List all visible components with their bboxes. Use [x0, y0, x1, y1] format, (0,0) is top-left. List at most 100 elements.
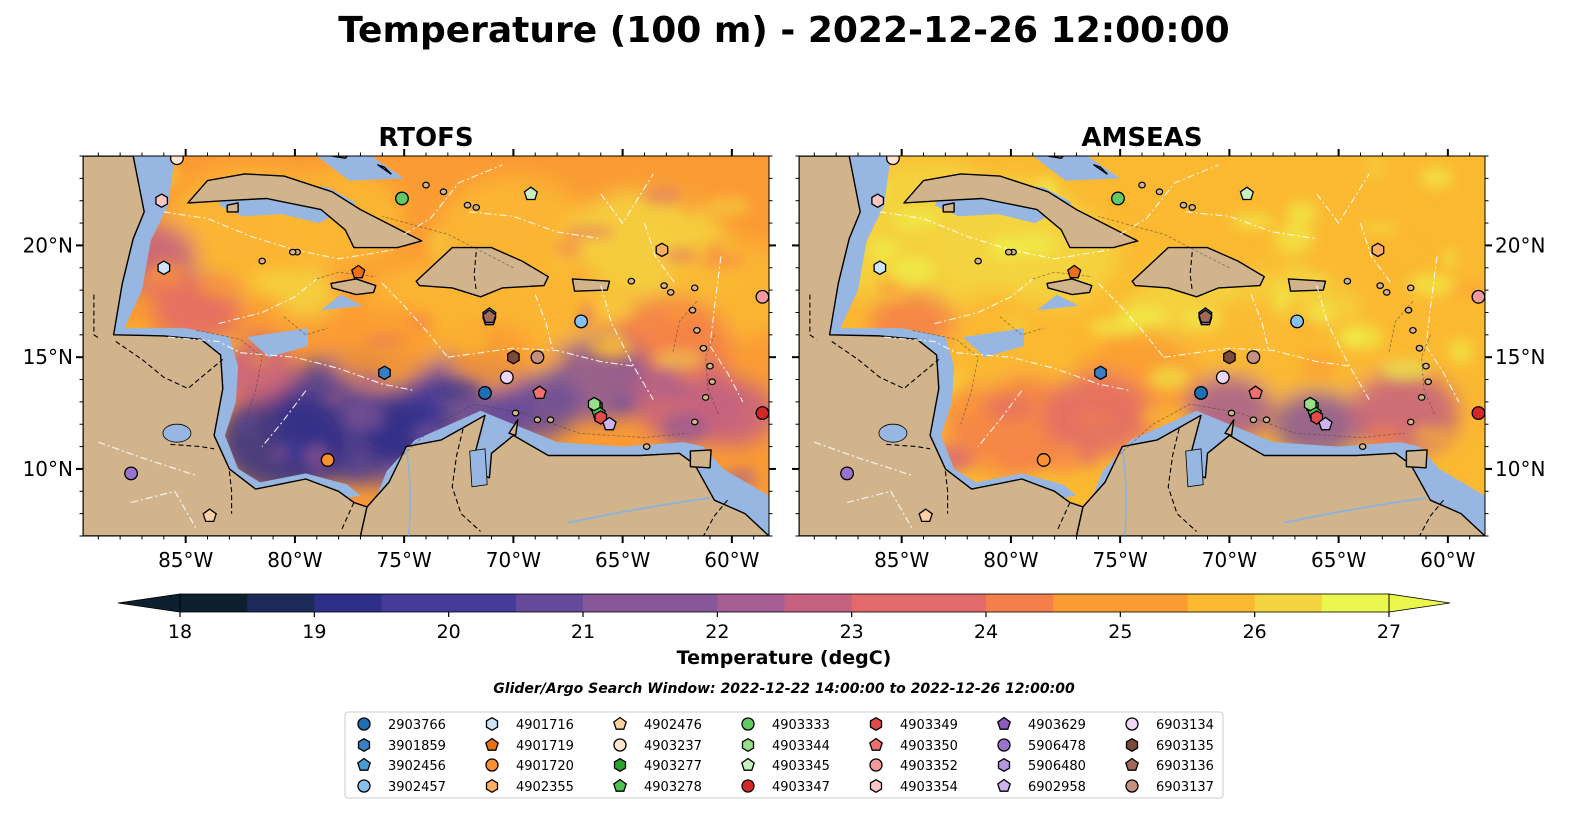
- eddy: [323, 394, 344, 404]
- eddy: [1231, 213, 1275, 230]
- lake-nicaragua: [878, 423, 908, 443]
- float-marker-4903352: [1471, 289, 1485, 304]
- land-mass: [1405, 449, 1428, 469]
- island: [463, 201, 472, 209]
- float-marker-4903333: [395, 191, 409, 206]
- bathymetry-line: [1388, 301, 1414, 353]
- legend-entry-4901716: 4901716: [485, 716, 574, 733]
- island: [1404, 306, 1413, 314]
- legend-label: 4901719: [516, 739, 574, 754]
- country-border: [831, 341, 940, 390]
- land-mass: [1131, 246, 1265, 298]
- island: [1155, 188, 1164, 196]
- bathymetry-line: [196, 329, 263, 425]
- eddy: [1361, 223, 1398, 232]
- colorbar-tick-label: 24: [974, 621, 998, 643]
- float-marker-4903352: [755, 289, 769, 304]
- island: [1376, 282, 1384, 290]
- x-tick-label: 65°W: [595, 548, 650, 572]
- float-marker-6903134: [499, 370, 514, 385]
- float-marker-3902457: [1290, 314, 1305, 329]
- float-marker-4903347: [755, 406, 769, 421]
- colorbar-bin: [1321, 594, 1390, 612]
- legend-label: 4903354: [900, 780, 958, 795]
- eez-line: [1163, 347, 1350, 367]
- float-marker-6902958: [1318, 416, 1333, 431]
- land-mass: [1287, 278, 1327, 292]
- land-mass: [1093, 164, 1108, 175]
- eddy: [890, 257, 936, 285]
- float-marker-4902476: [918, 508, 933, 523]
- map-panel-rtofs: RTOFS 85°W 80°W 75°W 70°W 65°W 60°W 20°N 15°N 10°…: [23, 123, 776, 572]
- eez-line: [1119, 164, 1219, 235]
- colorbar-tick-label: 19: [302, 621, 326, 643]
- island: [701, 394, 710, 401]
- land-mass: [1224, 419, 1235, 437]
- eddy: [875, 277, 903, 298]
- island: [1188, 204, 1197, 211]
- legend-marker: [357, 737, 371, 753]
- eddy: [1279, 302, 1301, 313]
- legend-label: 2903766: [388, 718, 446, 733]
- island: [1424, 378, 1432, 386]
- legend-label: 4903237: [644, 739, 702, 754]
- colorbar-tick-label: 21: [571, 621, 595, 643]
- legend-marker: [1125, 717, 1139, 731]
- legend-entry-4903344: 4903344: [741, 737, 830, 754]
- y-tick-label: 10°N: [23, 457, 73, 481]
- x-tick-label: 65°W: [1311, 548, 1366, 572]
- x-tick-label: 70°W: [486, 548, 541, 572]
- float-marker-4903350: [1248, 385, 1263, 400]
- legend-label: 6903136: [1156, 759, 1214, 774]
- eddy: [1260, 256, 1286, 280]
- float-marker-4903349: [1310, 410, 1324, 425]
- legend-entry-4903278: 4903278: [613, 778, 702, 795]
- eddy: [142, 277, 190, 297]
- island: [666, 288, 675, 296]
- legend-entry-4903333: 4903333: [741, 717, 830, 733]
- legend-marker: [485, 778, 499, 794]
- legend-marker: [869, 716, 883, 732]
- legend-entry-5906478: 5906478: [997, 738, 1086, 754]
- eez-line: [98, 441, 197, 477]
- x-tick-label: 60°W: [1420, 548, 1475, 572]
- land-mass: [83, 156, 368, 536]
- x-tick-label: 75°W: [1093, 548, 1148, 572]
- legend-marker: [485, 737, 499, 751]
- eddy: [661, 412, 707, 444]
- island: [660, 282, 668, 290]
- eddy: [1300, 352, 1339, 382]
- eddy: [454, 327, 490, 355]
- shelf-area: [246, 328, 308, 358]
- colorbar-tick-label: 27: [1377, 621, 1401, 643]
- island: [422, 181, 430, 189]
- legend-entry-4903629: 4903629: [997, 716, 1086, 733]
- land-mass: [689, 449, 712, 469]
- legend-label: 5906480: [1028, 759, 1086, 774]
- island: [1415, 344, 1424, 352]
- float-marker-2903766: [478, 385, 492, 400]
- x-tick-label: 60°W: [704, 548, 759, 572]
- float-markers-amseas: [840, 156, 1485, 523]
- colorbar-bin: [314, 594, 383, 612]
- bathymetry-line: [912, 329, 979, 425]
- eddy: [1076, 437, 1098, 469]
- map-panels: RTOFS 85°W 80°W 75°W 70°W 65°W 60°W 20°N 15°N 10°…: [23, 123, 1546, 572]
- temperature-patch: [491, 372, 579, 440]
- eddy: [895, 228, 914, 259]
- land-mass: [377, 164, 392, 175]
- country-border: [886, 443, 931, 450]
- legend-marker: [1125, 757, 1139, 771]
- legend-marker: [613, 738, 627, 752]
- island: [1406, 284, 1415, 292]
- float-marker-4903354: [155, 193, 169, 209]
- float-marker-6903137: [530, 350, 545, 365]
- island: [627, 277, 636, 285]
- eddy: [365, 335, 405, 346]
- land-mass: [942, 202, 955, 213]
- float-marker-4903333: [1111, 191, 1125, 206]
- float-marker-6903135: [1223, 349, 1236, 365]
- legend-marker: [997, 778, 1011, 792]
- island: [1138, 181, 1146, 189]
- legend-marker: [741, 737, 755, 753]
